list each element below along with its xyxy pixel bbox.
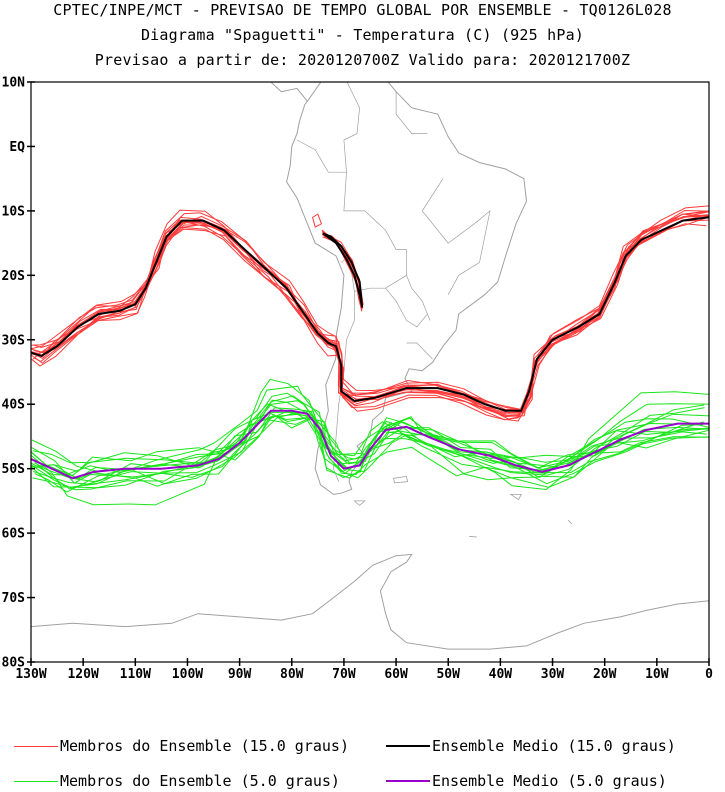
longitude-labels: 130W 120W 110W 100W 90W 80W 70W 60W 50W 40W 30W 20W… [15,667,713,682]
ensemble-mean-15-andes-contour [322,232,364,308]
lon-tick-label: 120W [67,667,98,682]
central-america-coast [270,82,308,102]
lon-tick-label: 130W [15,667,46,682]
ensemble-mean-5-contour [31,409,709,480]
ensemble-member-5-contour [32,385,709,488]
lon-tick-label: 30W [541,667,565,682]
lat-tick-label: 80S [2,656,26,671]
legend-label-members-5: Membros do Ensemble (5.0 graus) [60,772,340,790]
legend-swatch-mean-5 [386,780,430,782]
lat-tick-label: 70S [2,591,26,606]
ensemble-member-15-contour [31,216,708,414]
ensemble-member-5-contour [32,407,705,476]
ensemble-member-15-andes-contour [312,213,323,228]
lon-tick-label: 50W [436,667,460,682]
island-coast [469,535,477,538]
ensemble-member-15-contour [31,210,709,422]
ensemble-member-15-contour [33,211,709,415]
lon-tick-label: 10W [645,667,669,682]
lat-tick-label: 50S [2,462,26,477]
country-border [395,91,428,134]
antarctica-coast [31,553,709,650]
lon-tick-label: 20W [593,667,617,682]
lon-tick-label: 70W [332,667,356,682]
island-coast [567,519,573,525]
lon-tick-label: 60W [384,667,408,682]
ensemble-member-5-contour [31,400,709,489]
latitude-labels: 10N EQ 10S 20S 30S 40S 50S 60S 70S 80S [2,76,26,671]
country-border [406,342,433,360]
lon-tick-label: 100W [172,667,203,682]
spaghetti-map: 10N EQ 10S 20S 30S 40S 50S 60S 70S 80S 130W 120W 11… [2,76,714,683]
lat-tick-label: 10N [2,76,26,91]
legend-swatch-mean-15 [386,745,430,747]
coastline-layer [31,82,709,650]
legend-label-mean-5: Ensemble Medio (5.0 graus) [432,772,667,790]
ensemble-mean-15-contour [31,216,709,412]
country-border [343,172,407,276]
legend-mean-5: Ensemble Medio (5.0 graus) [386,772,667,790]
lat-tick-label: EQ [9,140,25,155]
lat-tick-label: 40S [2,398,26,413]
ensemble-members-15-layer [31,205,709,422]
lat-tick-label: 10S [2,204,26,219]
south-america-coast [286,82,528,495]
legend-members-5: Membros do Ensemble (5.0 graus) [14,772,340,790]
axis-ticks [27,81,710,666]
legend-mean-15: Ensemble Medio (15.0 graus) [386,737,676,755]
lon-tick-label: 40W [489,667,513,682]
country-border [296,82,360,173]
legend-swatch-members-15 [14,745,58,747]
lat-tick-label: 60S [2,527,26,542]
island-coast [353,500,366,506]
legend-members-15: Membros do Ensemble (15.0 graus) [14,737,349,755]
ensemble-member-5-contour [31,413,707,479]
lon-tick-label: 80W [280,667,304,682]
lat-tick-label: 30S [2,333,26,348]
ensemble-member-5-contour [31,392,709,491]
title-line-1: CPTEC/INPE/MCT - PREVISAO DE TEMPO GLOBA… [53,1,672,19]
ensemble-member-15-contour [31,205,709,421]
lon-tick-label: 0 [705,667,713,682]
island-coast [509,494,522,501]
legend-label-mean-15: Ensemble Medio (15.0 graus) [432,737,676,755]
title-line-2: Diagrama "Spaguetti" - Temperatura (C) (… [140,26,585,44]
map-frame [30,81,710,663]
lat-tick-label: 20S [2,269,26,284]
lon-tick-label: 110W [120,667,151,682]
legend-label-members-15: Membros do Ensemble (15.0 graus) [60,737,349,755]
ensemble-member-5-contour [31,378,709,506]
country-border [385,287,431,328]
island-coast [393,475,409,484]
country-border [421,178,491,295]
ensemble-member-15-contour [31,220,707,411]
ensemble-mean-layer [31,216,709,480]
legend-swatch-members-5 [14,780,58,782]
title-line-3: Previsao a partir de: 2020120700Z Valido… [94,51,631,69]
lon-tick-label: 90W [228,667,252,682]
